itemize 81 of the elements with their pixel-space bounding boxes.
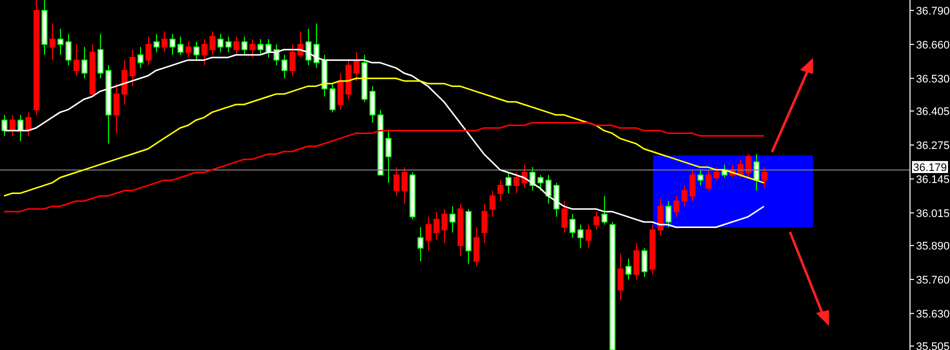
y-tick-label: 36.015 — [916, 208, 950, 220]
candlestick — [402, 166, 408, 204]
y-tick-label: 35.890 — [916, 240, 950, 252]
candlestick — [138, 46, 144, 68]
candlestick — [634, 242, 640, 280]
candlestick — [290, 44, 296, 76]
candlestick — [418, 226, 424, 262]
y-tick-label: 36.405 — [916, 106, 950, 118]
candlestick — [66, 33, 72, 66]
candlestick — [18, 114, 24, 142]
candlestick — [50, 23, 56, 61]
candlestick — [554, 182, 560, 218]
candlestick — [674, 195, 680, 218]
candlestick — [442, 208, 448, 244]
candlestick — [570, 214, 576, 238]
y-tick-label: 35.630 — [916, 308, 950, 320]
candlestick — [474, 226, 480, 267]
candlestick — [154, 33, 160, 53]
candlestick — [82, 46, 88, 79]
candlestick — [762, 166, 768, 189]
y-tick-label: 36.660 — [916, 39, 950, 52]
candlestick — [370, 86, 376, 124]
candlestick — [330, 83, 336, 113]
candlestick — [434, 211, 440, 241]
candlestick — [618, 252, 624, 301]
line-series — [3, 78, 765, 197]
candlestick — [602, 195, 608, 226]
candlestick — [202, 38, 208, 66]
candlestick — [626, 258, 632, 280]
candlestick — [122, 60, 128, 105]
candlestick — [482, 203, 488, 244]
candlestick — [162, 30, 168, 53]
candlestick — [506, 172, 512, 194]
candlestick — [58, 28, 64, 56]
candlestick — [226, 36, 232, 53]
candlestick — [186, 41, 192, 58]
candlestick — [386, 130, 392, 184]
candlestick — [698, 169, 704, 186]
candlestick — [338, 72, 344, 110]
candlestick — [498, 180, 504, 202]
candlestick — [26, 112, 32, 136]
candlestick — [74, 44, 80, 76]
ref-line-label: 36.179 — [913, 162, 947, 174]
candlestick — [98, 33, 104, 79]
y-tick-label: 36.145 — [916, 174, 950, 186]
candlestick — [218, 33, 224, 53]
candlestick — [586, 224, 592, 249]
candlestick — [514, 172, 520, 194]
candlestick — [394, 166, 400, 196]
candlestick — [170, 33, 176, 56]
candlestick — [250, 38, 256, 58]
candlestick — [234, 36, 240, 56]
candlestick — [658, 198, 664, 236]
y-tick-label: 36.530 — [916, 73, 950, 86]
y-tick-label: 35.505 — [916, 340, 950, 350]
candlestick — [146, 36, 152, 66]
candlestick — [690, 169, 696, 202]
candlestick — [562, 200, 568, 233]
y-tick-label: 35.760 — [916, 274, 950, 286]
candlestick — [354, 52, 360, 82]
candlestick — [546, 174, 552, 204]
candlestick — [210, 30, 216, 56]
candlestick — [714, 166, 720, 181]
candlestick — [642, 248, 648, 278]
candlestick — [490, 190, 496, 218]
y-tick-label: 36.790 — [916, 5, 950, 18]
candlestick — [746, 154, 752, 178]
candlestick — [578, 224, 584, 249]
y-tick-label: 36.275 — [916, 140, 950, 152]
candlestick — [114, 83, 120, 134]
candlestick — [426, 216, 432, 252]
line-series — [3, 122, 765, 212]
candlestick — [538, 174, 544, 192]
candlestick — [178, 36, 184, 56]
candlestick — [282, 54, 288, 79]
candlestick — [130, 49, 136, 87]
candlestick — [10, 114, 16, 136]
candlestick — [450, 206, 456, 233]
candlestick — [706, 169, 712, 192]
candlestick — [682, 184, 688, 207]
candlestick — [594, 211, 600, 230]
